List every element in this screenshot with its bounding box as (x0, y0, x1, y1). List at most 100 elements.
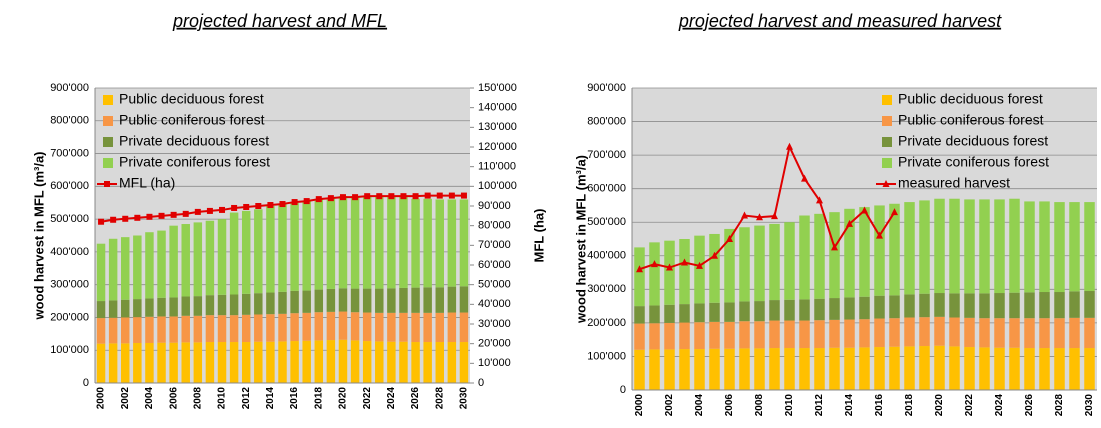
x-tick-label: 2020 (934, 394, 945, 417)
bar (1009, 347, 1020, 390)
bar (1054, 348, 1065, 390)
bar (994, 318, 1005, 348)
bar (266, 341, 275, 383)
marker (122, 215, 129, 222)
y-tick-label: 0 (620, 384, 626, 396)
bar (649, 349, 660, 390)
bar (769, 300, 780, 321)
y-tick-label: 500'000 (50, 213, 89, 225)
legend-label: measured harvest (898, 175, 1010, 191)
bar (362, 312, 372, 342)
bar (459, 199, 469, 287)
bar (229, 342, 239, 383)
bar (904, 294, 915, 318)
x-tick-label: 2022 (362, 387, 373, 410)
y-tick-label: 200'000 (50, 311, 89, 323)
bar (1069, 317, 1080, 349)
marker (846, 219, 853, 227)
marker (771, 212, 778, 220)
bar (694, 322, 705, 350)
bar (411, 287, 420, 313)
y-tick-label: 0 (83, 377, 89, 389)
bar (96, 301, 106, 319)
bar (814, 320, 825, 349)
marker (267, 202, 274, 209)
bar (387, 196, 396, 289)
bar (193, 342, 203, 383)
x-tick-label: 2004 (144, 387, 155, 410)
bar (874, 318, 885, 348)
bar (724, 302, 735, 322)
marker (158, 212, 165, 219)
bar (634, 349, 645, 390)
bar (387, 341, 396, 383)
bar (169, 297, 178, 317)
bar (314, 199, 324, 290)
x-tick-label: 2004 (694, 394, 705, 417)
bar (181, 224, 190, 297)
bar (694, 235, 705, 304)
bar (964, 199, 975, 294)
legend-label: Public deciduous forest (898, 91, 1043, 107)
bar (229, 294, 239, 316)
bar (1024, 292, 1035, 319)
bar (949, 317, 960, 347)
marker (255, 203, 262, 209)
x-tick-label: 2020 (338, 387, 349, 410)
y-axis-title: wood harvest in MFL (m³/a) (573, 155, 588, 324)
y-tick-label: 400'000 (50, 246, 89, 258)
bar (241, 210, 251, 294)
legend-label: Public coniferous forest (119, 112, 265, 128)
bar (423, 287, 432, 313)
bar (769, 223, 780, 301)
bar (1024, 318, 1035, 349)
bar (799, 320, 810, 349)
marker (756, 213, 763, 221)
bar (634, 247, 645, 307)
bar (375, 196, 384, 289)
bar (241, 293, 251, 315)
bar (754, 348, 765, 390)
bar (949, 346, 960, 390)
bar (859, 207, 870, 297)
bar (799, 299, 810, 321)
bar (169, 225, 178, 298)
x-tick-label: 2024 (386, 387, 397, 410)
bar (375, 341, 384, 383)
bar (326, 197, 336, 289)
bar (1039, 318, 1050, 349)
bar (1054, 292, 1065, 319)
bar (934, 198, 945, 294)
marker (816, 196, 823, 204)
bar (919, 317, 930, 347)
chart-title: projected harvest and MFL (172, 11, 387, 31)
bar (694, 303, 705, 323)
bar (1084, 317, 1095, 349)
bar (1084, 291, 1095, 318)
legend-swatch (882, 116, 892, 126)
bar (1054, 318, 1065, 349)
bar (844, 347, 855, 390)
bar (739, 227, 750, 302)
marker (104, 181, 110, 187)
marker (651, 260, 658, 268)
bar (784, 348, 795, 390)
legend-label: MFL (ha) (119, 175, 175, 191)
marker (666, 263, 673, 271)
bar (399, 312, 408, 342)
bar (278, 204, 287, 292)
y2-tick-label: 100'000 (478, 180, 517, 192)
bar (784, 299, 795, 321)
bar (649, 305, 660, 324)
bar (290, 341, 299, 383)
bar (145, 232, 154, 299)
y2-tick-label: 40'000 (478, 298, 511, 310)
legend-label: Private deciduous forest (119, 133, 269, 149)
marker (352, 194, 359, 201)
marker (831, 243, 838, 251)
bar (108, 317, 118, 344)
bar (754, 225, 765, 302)
y2-tick-label: 130'000 (478, 121, 517, 133)
bar (709, 321, 720, 349)
bar (859, 296, 870, 320)
